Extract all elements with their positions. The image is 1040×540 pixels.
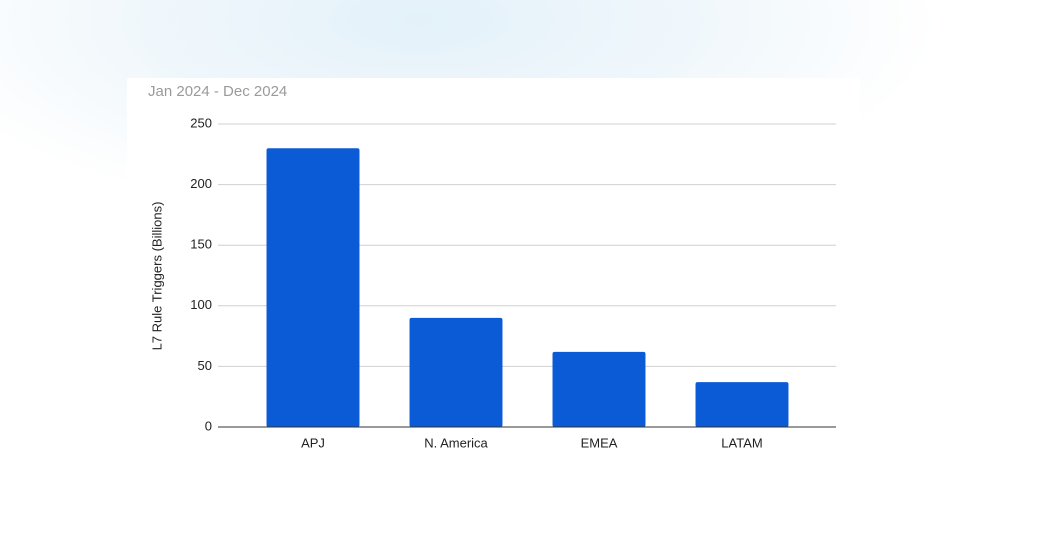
y-tick-label: 0: [205, 418, 212, 433]
y-tick-label: 100: [190, 297, 212, 312]
x-tick-label: EMEA: [581, 435, 618, 450]
chart-subtitle: Jan 2024 - Dec 2024: [148, 83, 287, 100]
bar: [695, 382, 789, 427]
x-tick-label: N. America: [424, 435, 488, 450]
y-tick-label: 50: [198, 358, 212, 373]
y-axis-label: L7 Rule Triggers (Billions): [149, 202, 164, 351]
bar: [552, 351, 646, 427]
y-tick-label: 250: [190, 115, 212, 130]
bar: [266, 148, 360, 428]
bar: [409, 317, 503, 427]
x-tick-label: LATAM: [721, 435, 762, 450]
x-tick-label: APJ: [301, 435, 325, 450]
y-tick-label: 150: [190, 237, 212, 252]
y-tick-label: 200: [190, 176, 212, 191]
